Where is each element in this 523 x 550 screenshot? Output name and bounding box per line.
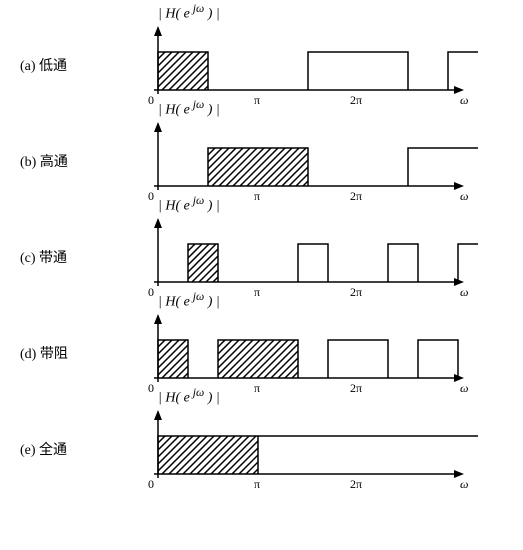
panel-b: (b) 高通| H( e jω ) |0π2πω xyxy=(20,116,503,206)
svg-text:2π: 2π xyxy=(350,189,362,203)
svg-text:0: 0 xyxy=(148,285,154,299)
y-axis-label: | H( e jω ) | xyxy=(158,194,220,215)
svg-text:π: π xyxy=(254,285,260,299)
svg-text:0: 0 xyxy=(148,381,154,395)
filter-diagrams: (a) 低通 | H( e jω ) | 0 π 2π ω (b) 高通 | H( e jω … xyxy=(20,20,503,494)
svg-text:π: π xyxy=(254,189,260,203)
plot-wrap: | H( e jω ) |0π2πω xyxy=(118,212,478,302)
plot-svg: 0 π 2π ω xyxy=(118,308,478,398)
panel-label: (a) 低通 xyxy=(20,55,118,75)
svg-text:2π: 2π xyxy=(350,93,362,107)
plot-svg: 0 π 2π ω xyxy=(118,404,478,494)
panel-label: (b) 高通 xyxy=(20,151,118,171)
panel-e: (e) 全通| H( e jω ) |0π2πω xyxy=(20,404,503,494)
svg-text:2π: 2π xyxy=(350,477,362,491)
svg-text:2π: 2π xyxy=(350,285,362,299)
plot-svg: 0 π 2π ω xyxy=(118,20,478,110)
plot-svg: 0 π 2π ω xyxy=(118,116,478,206)
plot-wrap: | H( e jω ) |0π2πω xyxy=(118,404,478,494)
panel-d: (d) 带阻| H( e jω ) |0π2πω xyxy=(20,308,503,398)
y-axis-label: | H( e jω ) | xyxy=(158,290,220,311)
y-axis-label: | H( e jω ) | xyxy=(158,386,220,407)
svg-text:2π: 2π xyxy=(350,381,362,395)
svg-text:0: 0 xyxy=(148,477,154,491)
plot-wrap: | H( e jω ) |0π2πω xyxy=(118,116,478,206)
plot-wrap: | H( e jω ) |0π2πω xyxy=(118,308,478,398)
panel-c: (c) 带通| H( e jω ) |0π2πω xyxy=(20,212,503,302)
svg-text:ω: ω xyxy=(460,477,468,491)
svg-text:π: π xyxy=(254,477,260,491)
panel-label: (d) 带阻 xyxy=(20,343,118,363)
svg-text:ω: ω xyxy=(460,93,468,107)
svg-text:ω: ω xyxy=(460,189,468,203)
svg-text:0: 0 xyxy=(148,189,154,203)
panel-label: (e) 全通 xyxy=(20,439,118,459)
svg-text:π: π xyxy=(254,93,260,107)
svg-text:ω: ω xyxy=(460,285,468,299)
svg-text:0: 0 xyxy=(148,93,154,107)
panel-a: (a) 低通| H( e jω ) |0π2πω xyxy=(20,20,503,110)
y-axis-label: | H( e jω ) | xyxy=(158,2,220,23)
svg-text:π: π xyxy=(254,381,260,395)
plot-wrap: | H( e jω ) |0π2πω xyxy=(118,20,478,110)
svg-text:ω: ω xyxy=(460,381,468,395)
panel-label: (c) 带通 xyxy=(20,247,118,267)
plot-svg: 0 π 2π ω xyxy=(118,212,478,302)
y-axis-label: | H( e jω ) | xyxy=(158,98,220,119)
